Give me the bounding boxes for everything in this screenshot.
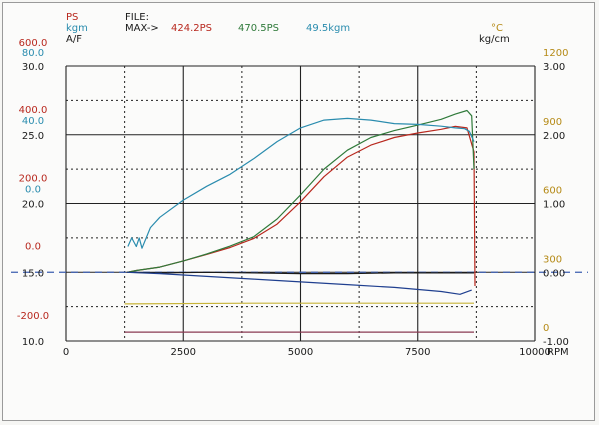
af-tick-label: 20.0 <box>22 200 44 211</box>
max-label: MAX-> <box>125 23 159 34</box>
af-tick-label: 25.0 <box>22 131 44 142</box>
boost-tick-label: 0.00 <box>543 268 565 279</box>
right-axis: 1200 900 600 300 0 3.00 2.00 1.00 0.00 -1.00 <box>543 48 569 348</box>
file-label: FILE: <box>125 12 149 23</box>
left-axis: 600.0400.0200.00.0-200.080.040.00.030.02… <box>17 38 49 348</box>
max-ps-value: 424.2PS <box>171 23 212 34</box>
ps-tick-label: 200.0 <box>19 174 48 185</box>
ps-tick-label: 400.0 <box>19 105 48 116</box>
rpm-tick-label: 5000 <box>288 347 313 358</box>
series-temp-trace-line <box>124 302 474 305</box>
af-tick-label: 10.0 <box>22 337 44 348</box>
ps-unit-label: PS <box>66 12 78 23</box>
ps-tick-label: -200.0 <box>17 311 49 322</box>
kgm-unit-label: kgm <box>66 23 88 34</box>
dyno-chart: PS kgm A/F FILE: MAX-> 424.2PS 470.5PS 4… <box>11 12 588 358</box>
series-boost-trace-line <box>126 271 472 295</box>
temp-tick-label: 600 <box>543 186 562 197</box>
temp-tick-label: 900 <box>543 117 562 128</box>
boost-tick-label: 3.00 <box>543 62 565 73</box>
boost-unit-label: kg/cm <box>479 34 510 45</box>
boost-tick-label: 2.00 <box>543 131 565 142</box>
series-ps-alt-line <box>126 109 475 273</box>
temp-tick-label: 0 <box>543 323 549 334</box>
max-alt-ps-value: 470.5PS <box>238 23 279 34</box>
ps-tick-label: 0.0 <box>25 241 41 252</box>
kgm-tick-label: 40.0 <box>22 116 44 127</box>
kgm-tick-label: 80.0 <box>22 48 44 59</box>
af-unit-label: A/F <box>66 34 82 45</box>
boost-tick-label: 1.00 <box>543 200 565 211</box>
max-kgm-value: 49.5kgm <box>306 23 350 34</box>
ps-tick-label: 600.0 <box>19 38 48 49</box>
x-axis-title: RPM <box>547 347 569 358</box>
temp-tick-label: 300 <box>543 254 562 265</box>
series-af-flat-line <box>126 271 474 275</box>
temp-tick-label: 1200 <box>543 48 568 59</box>
rpm-tick-label: 2500 <box>171 347 196 358</box>
temp-unit-label: °C <box>491 23 503 34</box>
chart-series <box>124 109 476 333</box>
series-kgm-line <box>127 117 475 249</box>
boost-tick-label: -1.00 <box>543 337 569 348</box>
rpm-tick-label: 0 <box>63 347 69 358</box>
rpm-tick-label: 7500 <box>405 347 430 358</box>
kgm-tick-label: 0.0 <box>25 185 41 196</box>
rpm-tick-label: 10000 <box>519 347 551 358</box>
dyno-sheet: PS kgm A/F FILE: MAX-> 424.2PS 470.5PS 4… <box>2 2 595 421</box>
af-tick-label: 15.0 <box>22 268 44 279</box>
af-tick-label: 30.0 <box>22 62 44 73</box>
chart-grid <box>11 65 588 342</box>
